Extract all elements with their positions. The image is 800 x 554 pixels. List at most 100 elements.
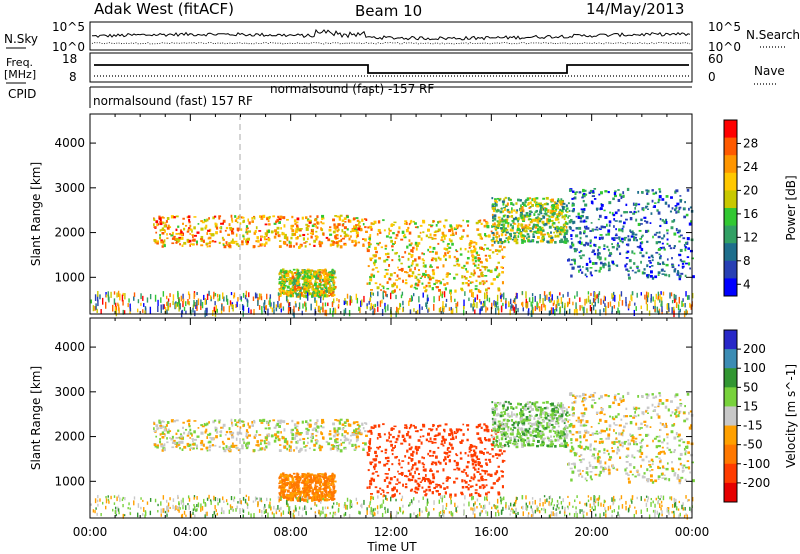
velocity-cell xyxy=(236,425,239,428)
power-cell xyxy=(159,233,161,237)
power-cell xyxy=(336,229,339,233)
power-cell xyxy=(549,291,552,297)
velocity-cell xyxy=(303,478,307,482)
power-cell xyxy=(320,221,323,224)
power-cell xyxy=(496,197,500,200)
power-cell xyxy=(613,225,615,228)
velocity-cell xyxy=(303,489,307,493)
velocity-cell xyxy=(183,431,186,435)
power-cell xyxy=(174,302,176,310)
power-cell xyxy=(292,308,294,316)
power-cell xyxy=(323,289,326,293)
power-cell xyxy=(652,235,654,239)
velocity-cell xyxy=(446,455,450,458)
power-cell xyxy=(527,310,529,316)
power-cell xyxy=(521,209,525,213)
power-cell xyxy=(355,231,359,235)
power-cell xyxy=(188,301,190,306)
velocity-cell xyxy=(437,460,440,464)
power-cell xyxy=(513,298,516,303)
power-cell xyxy=(180,236,184,240)
power-cell xyxy=(565,225,568,229)
velocity-cell xyxy=(313,427,316,429)
power-cell xyxy=(356,234,359,238)
power-cell xyxy=(684,246,687,249)
power-cell xyxy=(332,286,336,290)
power-cell xyxy=(505,228,509,231)
power-cell xyxy=(343,309,345,316)
power-cell xyxy=(540,202,543,206)
power-cell xyxy=(390,239,393,243)
power-cell xyxy=(625,263,628,266)
power-cell xyxy=(582,310,585,316)
power-cell xyxy=(300,291,303,296)
power-cell xyxy=(447,242,450,245)
power-cell xyxy=(495,239,498,242)
velocity-cell xyxy=(383,433,386,436)
velocity-cell xyxy=(368,441,372,445)
velocity-cell xyxy=(214,426,217,430)
power-cell xyxy=(408,222,411,226)
power-cell xyxy=(551,213,555,216)
power-cell xyxy=(306,292,309,297)
velocity-cell xyxy=(401,434,405,438)
power-cell xyxy=(494,199,498,202)
power-cell xyxy=(388,232,391,235)
power-cell xyxy=(562,294,564,298)
power-cell xyxy=(328,275,331,279)
power-cell xyxy=(286,272,290,275)
velocity-cell xyxy=(296,440,299,443)
velocity-cell xyxy=(309,436,313,439)
velocity-cell xyxy=(315,428,317,432)
power-cell xyxy=(600,236,604,239)
power-cell xyxy=(101,297,104,305)
velocity-cell xyxy=(502,450,506,453)
power-cell xyxy=(647,208,649,210)
power-cell xyxy=(355,224,358,226)
power-cell xyxy=(346,228,349,231)
power-cell xyxy=(295,228,299,231)
power-cell xyxy=(539,204,543,207)
power-cell xyxy=(174,238,177,241)
velocity-cell xyxy=(487,438,491,442)
velocity-cell xyxy=(363,422,367,424)
power-cell xyxy=(183,227,186,231)
power-cell xyxy=(493,217,497,221)
velocity-cell xyxy=(222,426,224,429)
power-cell xyxy=(369,289,373,291)
velocity-cell xyxy=(329,447,332,451)
power-cell xyxy=(267,220,270,223)
power-cell xyxy=(265,241,268,245)
velocity-cell xyxy=(207,441,210,444)
velocity-cell xyxy=(566,415,569,417)
freq-label: Freq. xyxy=(6,56,33,69)
power-cell xyxy=(559,307,561,314)
power-cell xyxy=(299,289,302,292)
power-cell xyxy=(453,255,456,259)
velocity-cell xyxy=(368,448,371,452)
power-cell xyxy=(240,296,242,300)
power-cell xyxy=(391,245,394,248)
power-cell xyxy=(329,283,331,287)
power-cell xyxy=(643,216,647,219)
velocity-cell xyxy=(448,477,451,479)
power-cell xyxy=(579,297,581,302)
nave-label: Nave xyxy=(754,64,785,78)
power-cell xyxy=(500,229,503,233)
velocity-cell xyxy=(448,433,452,437)
power-cell xyxy=(683,207,686,210)
velocity-cell xyxy=(303,483,307,487)
power-cell xyxy=(398,255,400,258)
power-cell xyxy=(663,248,666,251)
velocity-cell xyxy=(210,437,214,441)
velocity-cell xyxy=(178,440,181,443)
velocity-cell xyxy=(200,431,204,435)
power-cell xyxy=(195,240,199,244)
power-cell xyxy=(658,308,661,314)
velocity-cell xyxy=(422,463,426,466)
power-cell xyxy=(599,256,602,260)
power-cell xyxy=(661,198,665,201)
power-cell xyxy=(301,293,304,297)
power-cell xyxy=(476,294,479,300)
velocity-cell xyxy=(353,429,356,432)
